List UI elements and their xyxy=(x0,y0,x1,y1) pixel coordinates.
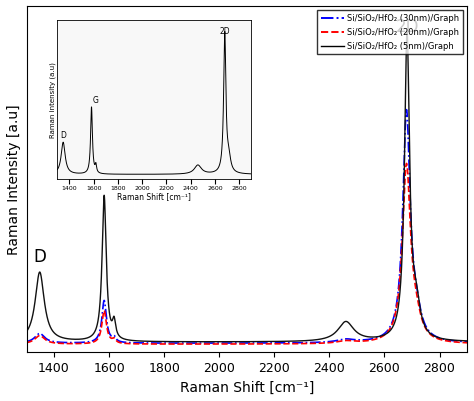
Text: D: D xyxy=(33,248,46,265)
Si/SiO₂/HfO₂ (30nm)/Graph xyxy=(404,108,410,113)
Si/SiO₂/HfO₂ (5nm)/Graph xyxy=(464,338,470,343)
Line: Si/SiO₂/HfO₂ (5nm)/Graph: Si/SiO₂/HfO₂ (5nm)/Graph xyxy=(27,32,467,342)
Si/SiO₂/HfO₂ (30nm)/Graph xyxy=(46,338,52,342)
Si/SiO₂/HfO₂ (20nm)/Graph xyxy=(374,336,380,341)
Si/SiO₂/HfO₂ (20nm)/Graph xyxy=(284,342,290,346)
Si/SiO₂/HfO₂ (30nm)/Graph xyxy=(190,341,195,346)
Si/SiO₂/HfO₂ (20nm)/Graph xyxy=(187,342,192,346)
Si/SiO₂/HfO₂ (5nm)/Graph xyxy=(183,339,189,344)
Si/SiO₂/HfO₂ (30nm)/Graph xyxy=(183,341,189,346)
Si/SiO₂/HfO₂ (30nm)/Graph xyxy=(464,340,470,344)
Si/SiO₂/HfO₂ (30nm)/Graph xyxy=(374,335,380,340)
Si/SiO₂/HfO₂ (20nm)/Graph xyxy=(24,340,29,345)
Si/SiO₂/HfO₂ (20nm)/Graph xyxy=(183,342,189,346)
Si/SiO₂/HfO₂ (30nm)/Graph xyxy=(350,337,356,342)
Si/SiO₂/HfO₂ (5nm)/Graph xyxy=(284,339,290,344)
Text: G: G xyxy=(113,164,126,182)
Si/SiO₂/HfO₂ (20nm)/Graph xyxy=(304,341,310,346)
Si/SiO₂/HfO₂ (5nm)/Graph xyxy=(404,30,410,34)
Line: Si/SiO₂/HfO₂ (30nm)/Graph: Si/SiO₂/HfO₂ (30nm)/Graph xyxy=(27,110,467,343)
Si/SiO₂/HfO₂ (30nm)/Graph xyxy=(304,340,310,345)
Y-axis label: Raman Intensity [a.u]: Raman Intensity [a.u] xyxy=(7,104,21,255)
Si/SiO₂/HfO₂ (5nm)/Graph xyxy=(209,340,214,344)
X-axis label: Raman Shift [cm⁻¹]: Raman Shift [cm⁻¹] xyxy=(180,380,314,394)
Si/SiO₂/HfO₂ (5nm)/Graph xyxy=(374,334,380,339)
Si/SiO₂/HfO₂ (30nm)/Graph xyxy=(284,340,290,345)
Si/SiO₂/HfO₂ (5nm)/Graph xyxy=(350,326,356,331)
Si/SiO₂/HfO₂ (20nm)/Graph xyxy=(404,162,410,166)
Si/SiO₂/HfO₂ (30nm)/Graph xyxy=(24,339,29,344)
Si/SiO₂/HfO₂ (5nm)/Graph xyxy=(24,329,29,334)
Legend: Si/SiO₂/HfO₂ (30nm)/Graph, Si/SiO₂/HfO₂ (20nm)/Graph, Si/SiO₂/HfO₂ (5nm)/Graph: Si/SiO₂/HfO₂ (30nm)/Graph, Si/SiO₂/HfO₂ … xyxy=(318,11,463,55)
Line: Si/SiO₂/HfO₂ (20nm)/Graph: Si/SiO₂/HfO₂ (20nm)/Graph xyxy=(27,164,467,344)
Si/SiO₂/HfO₂ (20nm)/Graph xyxy=(464,340,470,345)
Si/SiO₂/HfO₂ (20nm)/Graph xyxy=(350,338,356,343)
Si/SiO₂/HfO₂ (5nm)/Graph xyxy=(46,320,52,325)
Si/SiO₂/HfO₂ (5nm)/Graph xyxy=(304,338,310,343)
Text: 2D: 2D xyxy=(395,18,419,36)
Si/SiO₂/HfO₂ (20nm)/Graph xyxy=(46,339,52,344)
